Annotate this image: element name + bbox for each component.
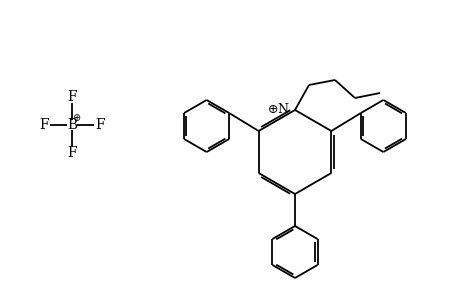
Text: $\oplus$N: $\oplus$N	[267, 102, 289, 116]
Text: F: F	[67, 146, 77, 160]
Text: F: F	[39, 118, 49, 132]
Text: F: F	[95, 118, 105, 132]
Text: B: B	[67, 118, 77, 132]
Text: F: F	[67, 90, 77, 104]
Text: $\oplus$: $\oplus$	[72, 112, 81, 122]
